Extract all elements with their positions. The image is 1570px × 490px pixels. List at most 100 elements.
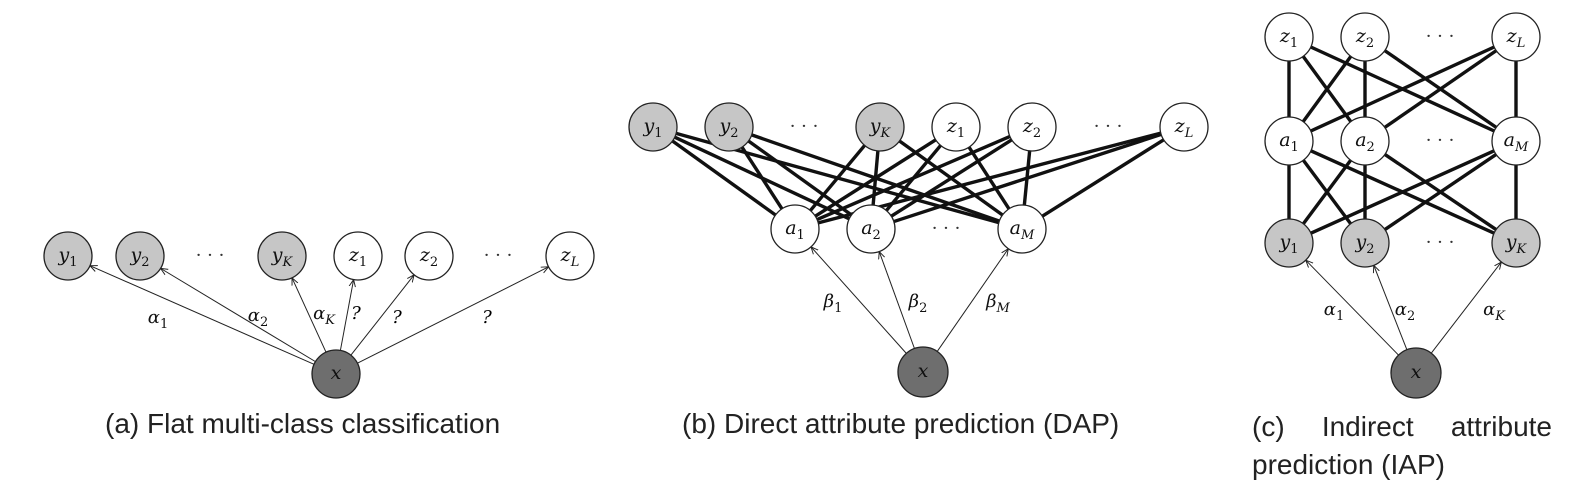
c-z2-label: z2 <box>1355 25 1374 51</box>
c-zL-label: zL <box>1506 25 1526 51</box>
caption-b: (b) Direct attribute prediction (DAP) <box>682 408 1120 439</box>
c-y2-label: y2 <box>1354 231 1374 257</box>
a-zL-label: zL <box>560 244 580 270</box>
b-zL-node <box>1159 102 1209 152</box>
a-x-node <box>311 349 361 399</box>
a-zL-node <box>545 231 595 281</box>
b-dots-1: · · · <box>790 116 819 137</box>
caption-c-line1: (c) Indirect attribute <box>1252 411 1552 442</box>
a-alpha2-label: α2 <box>248 305 268 330</box>
edge-x-yK <box>292 278 327 353</box>
b-x-label: x <box>918 360 929 382</box>
c-z1-label: z1 <box>1279 25 1298 51</box>
b-z2-label: z2 <box>1022 115 1041 141</box>
c-alpha2-label: α2 <box>1395 299 1415 324</box>
a-dots-2: · · · <box>484 245 513 266</box>
c-y1-node <box>1264 218 1314 268</box>
c-aM-label: aM <box>1504 129 1529 155</box>
b-yK-label: yK <box>869 115 892 141</box>
a-y2-label: y2 <box>129 244 149 270</box>
c-aM-node <box>1491 116 1541 166</box>
c-dots-2: · · · <box>1426 130 1455 151</box>
edge-x-yK <box>1430 262 1501 354</box>
b-y1-node <box>628 102 678 152</box>
c-zL-node <box>1491 12 1541 62</box>
a-y2-node <box>115 231 165 281</box>
c-a2-label: a2 <box>1355 129 1375 155</box>
a-z1-node <box>333 231 383 281</box>
a-z1-label: z1 <box>348 244 367 270</box>
b-aM-label: aM <box>1010 217 1035 243</box>
c-z1-node <box>1264 12 1314 62</box>
edge-zL-aM <box>1041 138 1165 218</box>
b-y1-label: y1 <box>642 115 662 141</box>
b-betaM-label: βM <box>985 291 1010 316</box>
edge-x-zL <box>357 267 548 364</box>
panel-b-direct-attribute-prediction: y1 y2 · · · yK z1 z2 · · · zL a1 a2 · · · aM x β1 β2 βM <box>628 102 1209 398</box>
b-z1-node <box>931 102 981 152</box>
b-aM-node <box>997 204 1047 254</box>
edge-aM-y1 <box>1310 149 1495 235</box>
b-z2-node <box>1007 102 1057 152</box>
c-a1-node <box>1264 116 1314 166</box>
edge-z2-a1 <box>816 134 1011 222</box>
a-yK-node <box>257 231 307 281</box>
edge-zL-a2 <box>1383 49 1498 129</box>
edge-aM-y2 <box>1383 153 1498 231</box>
a-dots-1: · · · <box>196 245 225 266</box>
a-q1-label: ? <box>351 303 361 324</box>
c-alphaK-label: αK <box>1483 299 1506 324</box>
a-yK-label: yK <box>271 244 294 270</box>
caption-c: (c) Indirect attribute prediction (IAP) <box>1252 408 1552 484</box>
edge-yK-a1 <box>809 144 866 212</box>
c-y1-label: y1 <box>1278 231 1298 257</box>
b-yK-node <box>855 102 905 152</box>
panel-a-flat-classification: y1 y2 · · · yK z1 z2 · · · zL x α1 α2 αK??? <box>43 231 595 399</box>
b-beta1-label: β1 <box>823 291 843 316</box>
a-q2-label: ? <box>392 307 402 328</box>
edge-z1-a1 <box>814 138 937 218</box>
a-x-label: x <box>331 362 342 384</box>
a-alpha1-label: α1 <box>148 307 168 332</box>
c-a2-node <box>1340 116 1390 166</box>
a-y1-node <box>43 231 93 281</box>
edge-zL-a2 <box>893 132 1162 224</box>
c-a1-label: a1 <box>1279 129 1299 155</box>
edge-x-a1 <box>811 247 907 354</box>
edge-x-z2 <box>350 275 414 356</box>
b-x-node <box>897 346 949 398</box>
caption-c-line2: prediction (IAP) <box>1252 449 1445 480</box>
edge-x-a2 <box>879 252 915 349</box>
c-dots-1: · · · <box>1426 26 1455 47</box>
b-a1-label: a1 <box>785 217 805 243</box>
edge-z2-a2 <box>890 138 1013 218</box>
c-y2-node <box>1340 218 1390 268</box>
b-z1-label: z1 <box>946 115 965 141</box>
a-q3-label: ? <box>482 307 492 328</box>
c-dots-3: · · · <box>1426 232 1455 253</box>
edge-x-y1 <box>90 266 315 365</box>
a-z2-label: z2 <box>419 244 438 270</box>
c-x-label: x <box>1411 361 1422 383</box>
b-zL-label: zL <box>1174 115 1194 141</box>
edge-x-y2 <box>1374 265 1408 350</box>
a-alphaK-label: αK <box>313 303 336 328</box>
a-y1-label: y1 <box>57 244 77 270</box>
b-dots-3: · · · <box>932 218 961 239</box>
b-y2-node <box>704 102 754 152</box>
edge-x-y1 <box>1306 260 1399 356</box>
c-alpha1-label: α1 <box>1324 299 1344 324</box>
edge-x-z1 <box>339 280 353 351</box>
c-yK-node <box>1491 218 1541 268</box>
edge-y1-a1 <box>671 139 777 217</box>
edge-a2-y1 <box>1301 159 1353 225</box>
b-beta2-label: β2 <box>908 291 928 316</box>
a-z2-node <box>404 231 454 281</box>
c-z2-node <box>1340 12 1390 62</box>
caption-a: (a) Flat multi-class classification <box>105 408 501 439</box>
edge-x-aM <box>936 249 1008 352</box>
edge-zL-a1 <box>1310 45 1495 133</box>
edge-y2-a1 <box>740 146 784 210</box>
c-yK-label: yK <box>1505 231 1528 257</box>
b-a2-label: a2 <box>861 217 881 243</box>
